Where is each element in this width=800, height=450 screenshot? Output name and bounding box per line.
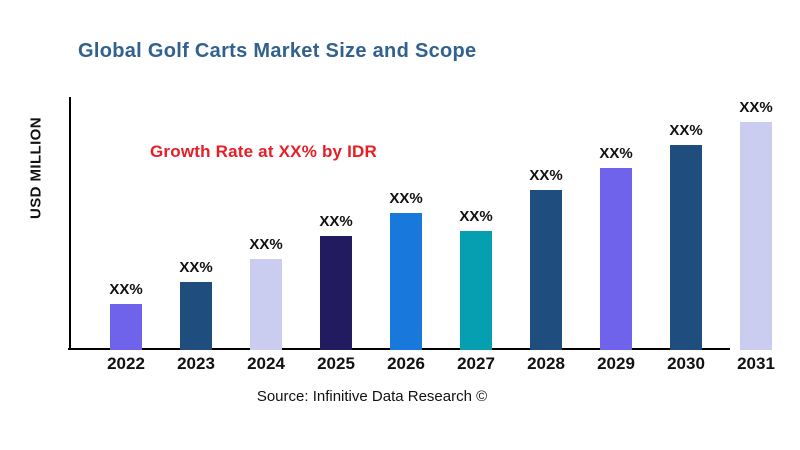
chart-title: Global Golf Carts Market Size and Scope [78, 40, 477, 62]
x-tick-label-2031: 2031 [737, 354, 775, 373]
bar-2022 [110, 304, 142, 350]
bar-2025 [320, 236, 352, 350]
bar-2027 [460, 231, 492, 350]
bar-value-label-2030: XX% [669, 121, 703, 139]
x-tick-label-2030: 2030 [667, 354, 705, 373]
x-tick-label-2029: 2029 [597, 354, 635, 373]
x-tick-label-2022: 2022 [107, 354, 145, 373]
bar-value-label-2029: XX% [599, 144, 633, 162]
bar-value-label-2027: XX% [459, 208, 493, 226]
x-tick-label-2027: 2027 [457, 354, 495, 373]
bar-value-label-2025: XX% [319, 213, 353, 230]
source-caption: Source: Infinitive Data Research © [256, 388, 488, 405]
bar-2026 [390, 213, 422, 350]
x-tick-label-2024: 2024 [247, 354, 285, 373]
bar-2028 [530, 190, 562, 350]
bar-value-label-2028: XX% [529, 167, 563, 185]
bar-value-label-2026: XX% [389, 190, 423, 208]
y-axis-label: USD MILLION [27, 117, 45, 219]
growth-rate-annotation: Growth Rate at XX% by IDR [150, 142, 377, 161]
bar-value-label-2023: XX% [179, 258, 213, 276]
bar-value-label-2031: XX% [739, 99, 773, 116]
x-tick-label-2023: 2023 [177, 354, 215, 373]
bar-2024 [250, 258, 282, 350]
x-tick-label-2026: 2026 [387, 354, 425, 373]
x-tick-label-2028: 2028 [527, 354, 565, 373]
y-axis-line [69, 97, 71, 350]
bar-2030 [670, 144, 702, 350]
bar-value-label-2022: XX% [109, 281, 143, 299]
bar-2031 [740, 122, 772, 350]
bar-value-label-2024: XX% [249, 235, 283, 253]
bar-2023 [180, 281, 212, 350]
x-tick-label-2025: 2025 [317, 354, 355, 373]
bar-2029 [600, 167, 632, 350]
